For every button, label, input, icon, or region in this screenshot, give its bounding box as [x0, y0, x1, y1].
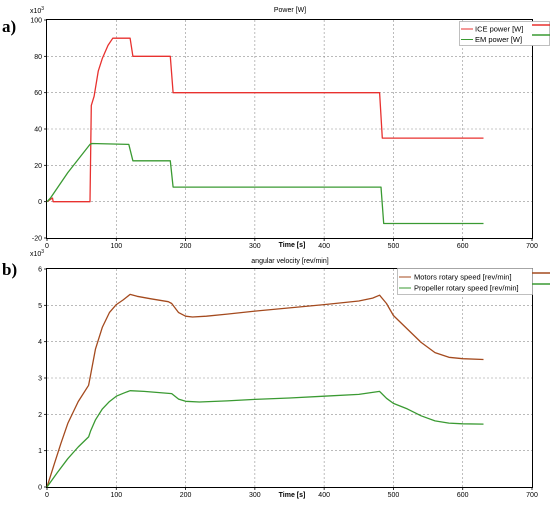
y-tick-label: 40	[34, 127, 42, 134]
panel-label-a: a)	[2, 17, 16, 36]
x-tick-label: 200	[180, 492, 192, 499]
series-line-1-0	[46, 293, 484, 488]
x-tick-label: 0	[45, 243, 49, 250]
x-tick-label: 100	[110, 243, 122, 250]
legend-motors-speed: Motors rotary speed [rev/min]	[414, 273, 512, 282]
y-tick-label: 100	[30, 18, 42, 25]
angular-velocity-chart: b) x103 angular velocity [rev/min] 0 100 2…	[2, 249, 550, 499]
y-tick-label: 5	[38, 303, 42, 310]
y-tick-label: 60	[34, 90, 42, 97]
legend-b: Motors rotary speed [rev/min] Propeller …	[397, 268, 550, 295]
power-chart: a) x103 Power [W] 0 100 200 300 400 500 600 700…	[2, 6, 550, 250]
chart-title-angular-velocity: angular velocity [rev/min]	[251, 258, 328, 265]
chart-title-power: Power [W]	[274, 7, 306, 14]
y-tick-label: 0	[38, 485, 42, 492]
legend-em-power: EM power [W]	[475, 35, 522, 44]
x-tick-label: 400	[318, 492, 330, 499]
x-tick-label: 300	[249, 243, 261, 250]
y-tick-label: 0	[38, 199, 42, 206]
x-axis-label-b: Time [s]	[279, 492, 306, 499]
y-tick-label: 20	[34, 163, 42, 170]
x-tick-label: 500	[388, 243, 400, 250]
y-tick-label: 3	[38, 376, 42, 383]
y-tick-label: 80	[34, 54, 42, 61]
x-tick-label: 0	[45, 492, 49, 499]
legend-a: ICE power [W] EM power [W]	[459, 21, 550, 46]
y-scale-label-b: x103	[30, 249, 44, 258]
y-scale-label-a: x103	[30, 6, 44, 15]
legend-ice-power: ICE power [W]	[475, 25, 523, 34]
series-line-0-1	[46, 142, 484, 225]
x-tick-label: 100	[110, 492, 122, 499]
y-tick-label: 6	[38, 267, 42, 274]
y-tick-label: 2	[38, 412, 42, 419]
y-tick-label: 4	[38, 339, 42, 346]
x-tick-label: 400	[318, 243, 330, 250]
panel-label-b: b)	[2, 260, 17, 279]
x-tick-label: 700	[526, 243, 538, 250]
legend-box-b	[397, 268, 533, 295]
x-tick-label: 200	[180, 243, 192, 250]
series-line-1-1	[46, 390, 484, 488]
x-axis-label-a: Time [s]	[279, 242, 306, 249]
x-tick-label: 500	[388, 492, 400, 499]
y-tick-label: -20	[32, 236, 42, 243]
x-tick-label: 600	[457, 243, 469, 250]
x-tick-label: 700	[526, 492, 538, 499]
legend-propeller-speed: Propeller rotary speed [rev/min]	[414, 284, 519, 293]
x-tick-label: 600	[457, 492, 469, 499]
y-tick-label: 1	[38, 448, 42, 455]
series-line-0-0	[46, 37, 484, 203]
x-tick-label: 300	[249, 492, 261, 499]
